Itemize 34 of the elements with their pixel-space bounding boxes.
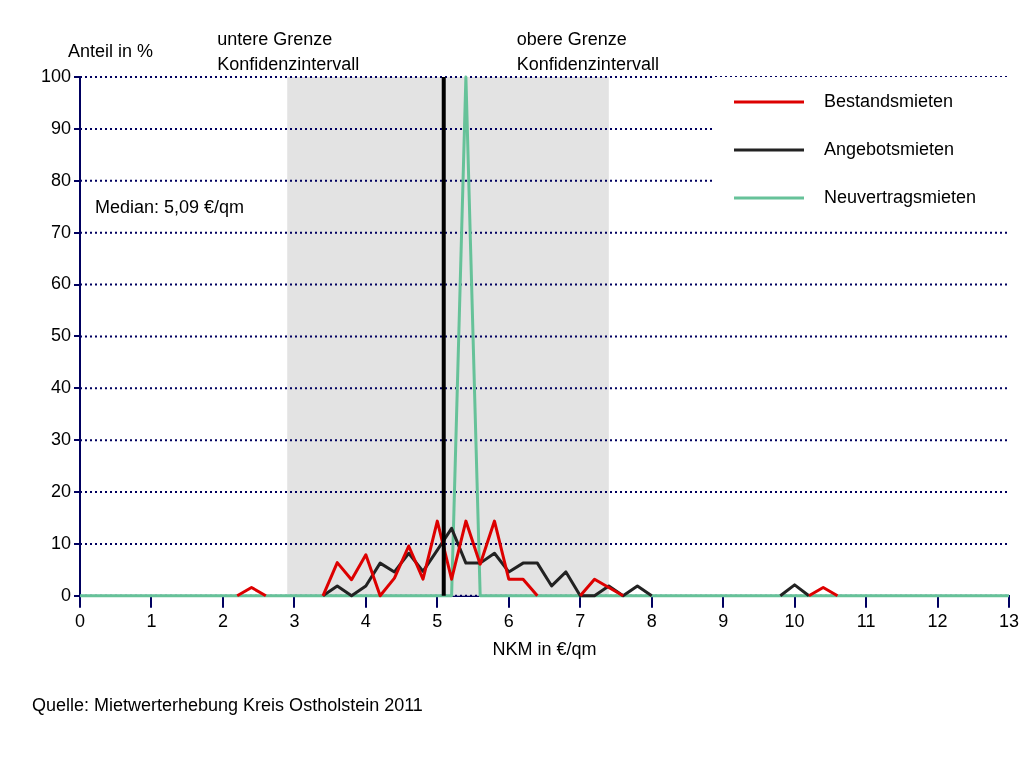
x-tick-label: 8 [646,610,657,631]
annotation: Median: 5,09 €/qm [95,196,245,217]
legend-label: Neuvertragsmieten [824,186,977,207]
x-tick-label: 13 [998,610,1020,631]
y-tick-label: 20 [50,481,71,502]
text: untere Grenze Konfidenzintervall [217,29,360,74]
y-tick-label: 70 [50,221,71,242]
x-tick-label: 4 [360,610,371,631]
x-tick-label: 10 [784,610,805,631]
x-tick-label: 3 [289,610,300,631]
x-tick-label: 12 [927,610,948,631]
x-tick-label: 1 [146,610,157,631]
x-tick-label: 7 [575,610,586,631]
x-tick-label: 2 [217,610,228,631]
y-tick-label: 60 [50,273,71,294]
x-tick-label: 11 [856,610,876,631]
y-tick-label: 90 [50,117,71,138]
y-tick-label: 80 [50,169,71,190]
y-tick-label: 30 [50,429,71,450]
legend-label: Angebotsmieten [824,138,955,159]
y-tick-label: 0 [60,584,71,605]
y-tick-label: 10 [50,532,71,553]
legend-label: Bestandsmieten [824,90,954,111]
x-tick-label: 0 [74,610,86,631]
text: obere Grenze Konfidenzintervall [516,29,659,74]
y-axis-title: Anteil in % [68,41,154,61]
x-axis-title: NKM in €/qm [492,639,597,660]
source-note: Quelle: Mietwerterhebung Kreis Ostholstein 2011 [32,695,423,715]
x-tick-label: 9 [718,610,729,631]
y-tick-label: 100 [40,65,71,86]
x-tick-label: 6 [503,610,514,631]
y-tick-label: 40 [50,377,71,398]
x-tick-label: 5 [432,610,443,631]
y-tick-label: 50 [50,325,71,346]
